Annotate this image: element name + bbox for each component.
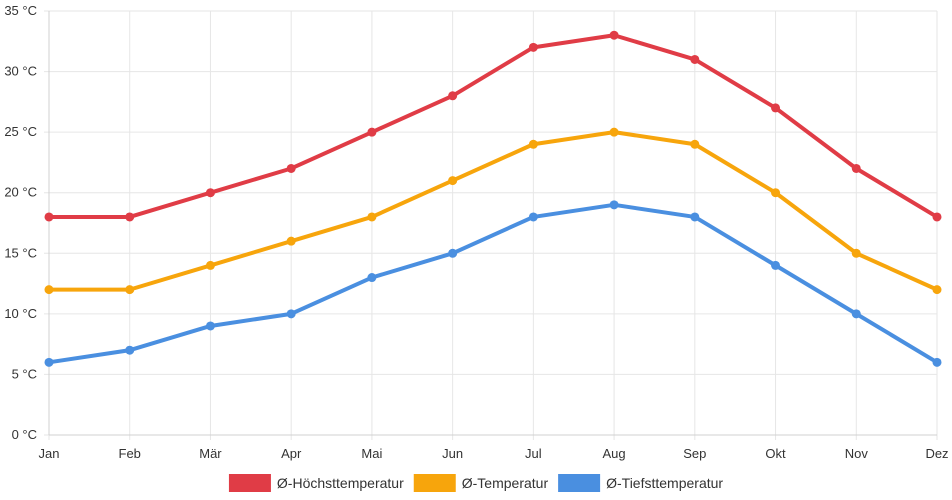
x-tick-label: Nov [845, 446, 869, 461]
data-point[interactable] [932, 212, 942, 222]
data-point[interactable] [771, 188, 781, 198]
y-tick-label: 35 °C [4, 3, 37, 18]
data-point[interactable] [367, 273, 377, 283]
data-point[interactable] [528, 139, 538, 149]
y-axis: 0 °C 5 °C 10 °C 15 °C 20 °C 25 °C 30 °C 35 °C [4, 3, 50, 442]
legend-item[interactable]: Ø-Höchsttemperatur [228, 474, 404, 492]
x-tick-label: Feb [119, 446, 141, 461]
data-point[interactable] [771, 103, 781, 113]
legend: Ø-Höchsttemperatur Ø-Temperatur Ø-Tiefstte… [228, 474, 723, 492]
series-1 [44, 30, 942, 222]
data-point[interactable] [125, 212, 135, 222]
series-3 [44, 200, 942, 367]
y-tick-label: 15 °C [4, 245, 37, 260]
y-tick-label: 25 °C [4, 124, 37, 139]
x-axis: Jan Feb Mär Apr Mai Jun Jul Aug Sep Okt Nov Dez [39, 434, 949, 461]
series-line [47, 202, 939, 365]
grid-lines [44, 10, 938, 440]
legend-item[interactable]: Ø-Temperatur [413, 474, 549, 492]
data-point[interactable] [367, 127, 377, 137]
data-point[interactable] [690, 54, 700, 64]
x-tick-label: Jan [39, 446, 60, 461]
data-point[interactable] [851, 248, 861, 258]
data-point[interactable] [609, 127, 619, 137]
data-point[interactable] [851, 309, 861, 319]
data-point[interactable] [286, 309, 296, 319]
x-tick-label: Apr [281, 446, 302, 461]
data-point[interactable] [205, 260, 215, 270]
legend-swatch [413, 474, 456, 492]
data-point[interactable] [528, 212, 538, 222]
y-tick-label: 0 °C [12, 427, 37, 442]
data-point[interactable] [528, 42, 538, 52]
data-point[interactable] [448, 176, 458, 186]
series-2 [44, 127, 942, 295]
x-tick-label: Dez [925, 446, 948, 461]
data-point[interactable] [44, 212, 54, 222]
x-tick-label: Sep [683, 446, 706, 461]
data-point[interactable] [932, 357, 942, 367]
data-point[interactable] [44, 285, 54, 295]
x-tick-label: Jun [442, 446, 463, 461]
data-point[interactable] [690, 212, 700, 222]
data-point[interactable] [367, 212, 377, 222]
legend-label: Ø-Temperatur [462, 475, 549, 491]
series-line [47, 130, 939, 292]
data-point[interactable] [286, 163, 296, 173]
data-point[interactable] [851, 163, 861, 173]
legend-label: Ø-Höchsttemperatur [277, 475, 404, 491]
x-tick-label: Mär [199, 446, 222, 461]
legend-swatch [228, 474, 271, 492]
data-point[interactable] [205, 321, 215, 331]
legend-label: Ø-Tiefsttemperatur [606, 475, 723, 491]
data-point[interactable] [448, 91, 458, 101]
x-tick-label: Jul [525, 446, 542, 461]
data-point[interactable] [205, 188, 215, 198]
data-point[interactable] [609, 200, 619, 210]
data-point[interactable] [771, 260, 781, 270]
series-group [44, 30, 942, 367]
y-tick-label: 5 °C [12, 366, 37, 381]
data-point[interactable] [44, 357, 54, 367]
legend-swatch [558, 474, 601, 492]
data-point[interactable] [286, 236, 296, 246]
y-tick-label: 10 °C [4, 306, 37, 321]
y-tick-label: 20 °C [4, 185, 37, 200]
series-line [47, 33, 939, 219]
x-tick-label: Okt [765, 446, 786, 461]
data-point[interactable] [125, 285, 135, 295]
data-point[interactable] [609, 30, 619, 40]
data-point[interactable] [690, 139, 700, 149]
data-point[interactable] [125, 345, 135, 355]
data-point[interactable] [448, 248, 458, 258]
x-tick-label: Mai [361, 446, 382, 461]
data-point[interactable] [932, 285, 942, 295]
y-tick-label: 30 °C [4, 64, 37, 79]
legend-item[interactable]: Ø-Tiefsttemperatur [558, 474, 723, 492]
x-tick-label: Aug [603, 446, 626, 461]
